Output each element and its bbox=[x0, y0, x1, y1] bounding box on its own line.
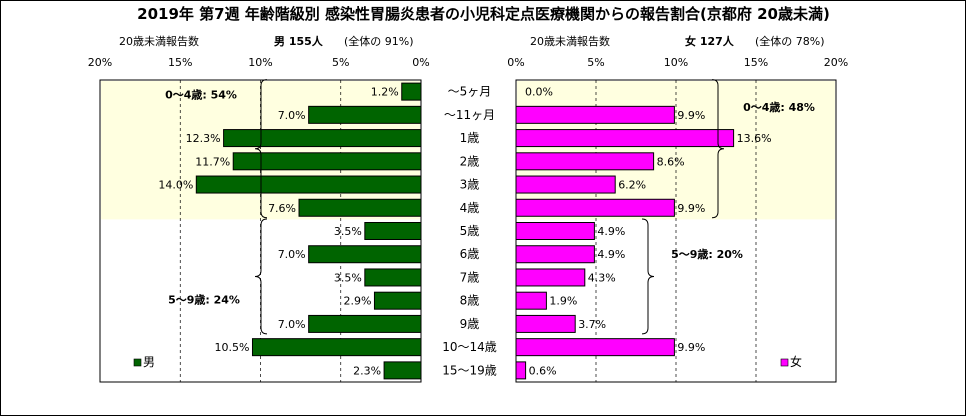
male-bar bbox=[223, 129, 422, 148]
female-x-tick-label: 10% bbox=[664, 56, 688, 69]
female-bar bbox=[515, 105, 675, 124]
female-data-label: 3.7% bbox=[578, 318, 606, 331]
male-data-label: 7.0% bbox=[278, 318, 306, 331]
female-x-tick-label: 5% bbox=[587, 56, 604, 69]
category-label: 1歳 bbox=[460, 131, 480, 145]
female-data-label: 4.3% bbox=[588, 271, 616, 284]
female-bar bbox=[515, 222, 595, 240]
female-x-tick-label: 15% bbox=[744, 56, 768, 69]
category-label: 8歳 bbox=[460, 294, 480, 308]
male-data-label: 11.7% bbox=[195, 155, 230, 168]
category-label: 5歳 bbox=[460, 224, 480, 238]
male-bar bbox=[195, 175, 422, 194]
female-bar bbox=[515, 175, 616, 194]
female-data-label: 9.9% bbox=[677, 202, 705, 215]
male-0-4-brace bbox=[254, 79, 268, 219]
female-bar bbox=[515, 152, 655, 171]
male-bar bbox=[383, 361, 422, 380]
male-bar bbox=[308, 314, 422, 333]
male-data-label: 10.5% bbox=[215, 341, 250, 354]
category-label: ～11ヶ月 bbox=[444, 108, 495, 122]
female-share: (全体の 78%) bbox=[755, 35, 825, 48]
female-data-label: 0.6% bbox=[529, 364, 557, 377]
male-x-tick-label: 0% bbox=[412, 56, 429, 69]
female-bar bbox=[515, 268, 586, 287]
female-x-tick-label: 0% bbox=[507, 56, 524, 69]
male-bar bbox=[298, 198, 422, 217]
chart-title: 2019年 第7週 年齢階級別 感染性胃腸炎患者の小児科定点医療機関からの報告割… bbox=[137, 5, 830, 23]
male-data-label: 7.6% bbox=[268, 202, 296, 215]
category-label: 9歳 bbox=[460, 317, 480, 331]
male-bar bbox=[308, 245, 422, 264]
female-summary: 女 127人 bbox=[685, 35, 734, 48]
male-data-label: 12.3% bbox=[186, 132, 221, 145]
category-label: 3歳 bbox=[460, 178, 480, 192]
male-data-label: 14.0% bbox=[158, 179, 193, 192]
female-data-label: 4.9% bbox=[597, 225, 625, 238]
male-legend-swatch bbox=[133, 358, 142, 367]
male-share: (全体の 91%) bbox=[344, 35, 414, 48]
male-5-9-brace bbox=[254, 218, 268, 335]
female-data-label: 1.9% bbox=[549, 295, 577, 308]
male-data-label: 1.2% bbox=[371, 86, 399, 99]
female-bar bbox=[515, 314, 576, 333]
female-bar bbox=[515, 129, 735, 148]
female-bar bbox=[515, 338, 675, 357]
male-x-tick-label: 5% bbox=[332, 56, 349, 69]
male-bar bbox=[232, 152, 422, 171]
female-data-label: 6.2% bbox=[618, 179, 646, 192]
female-bar bbox=[515, 291, 547, 310]
male-data-label: 7.0% bbox=[278, 109, 306, 122]
female-data-label: 9.9% bbox=[677, 341, 705, 354]
female-0-4-brace bbox=[711, 79, 725, 219]
female-bar bbox=[515, 361, 527, 380]
male-data-label: 2.3% bbox=[353, 364, 381, 377]
male-bar bbox=[251, 338, 422, 357]
female-x-tick-label: 20% bbox=[824, 56, 848, 69]
category-label: 6歳 bbox=[460, 247, 480, 261]
female-data-label: 9.9% bbox=[677, 109, 705, 122]
female-bar bbox=[515, 198, 675, 217]
category-label: 4歳 bbox=[460, 201, 480, 215]
male-x-tick-label: 20% bbox=[88, 56, 112, 69]
category-label: 7歳 bbox=[460, 270, 480, 284]
male-data-label: 3.5% bbox=[334, 271, 362, 284]
male-bar bbox=[364, 268, 422, 287]
category-label: ～5ヶ月 bbox=[448, 85, 492, 99]
male-data-label: 3.5% bbox=[334, 225, 362, 238]
male-bar bbox=[401, 82, 422, 101]
female-5-9-annotation: 5～9歳: 20% bbox=[671, 247, 743, 261]
female-data-label: 4.9% bbox=[597, 248, 625, 261]
male-5-9-annotation: 5～9歳: 24% bbox=[168, 293, 240, 307]
category-label: 2歳 bbox=[460, 154, 480, 168]
male-axis-label: 20歳未満報告数 bbox=[119, 35, 199, 48]
male-x-tick-label: 10% bbox=[248, 56, 272, 69]
male-x-tick-label: 15% bbox=[168, 56, 192, 69]
female-axis-label: 20歳未満報告数 bbox=[530, 35, 610, 48]
male-summary: 男 155人 bbox=[274, 35, 323, 48]
male-0-4-annotation: 0～4歳: 54% bbox=[165, 88, 237, 102]
male-bar bbox=[308, 105, 422, 124]
female-5-9-brace bbox=[641, 218, 655, 335]
category-label: 15～19歳 bbox=[442, 363, 497, 377]
female-data-label: 13.6% bbox=[737, 132, 772, 145]
female-legend-swatch bbox=[780, 358, 789, 367]
female-data-label: 0.0% bbox=[525, 86, 553, 99]
male-bar bbox=[364, 222, 422, 240]
male-legend-label: 男 bbox=[143, 355, 155, 369]
female-0-4-annotation: 0～4歳: 48% bbox=[743, 100, 815, 114]
female-data-label: 8.6% bbox=[657, 155, 685, 168]
male-data-label: 2.9% bbox=[344, 295, 372, 308]
male-data-label: 7.0% bbox=[278, 248, 306, 261]
female-bar bbox=[515, 245, 595, 264]
male-bar bbox=[373, 291, 422, 310]
female-legend-label: 女 bbox=[790, 354, 802, 369]
category-label: 10～14歳 bbox=[442, 340, 497, 354]
